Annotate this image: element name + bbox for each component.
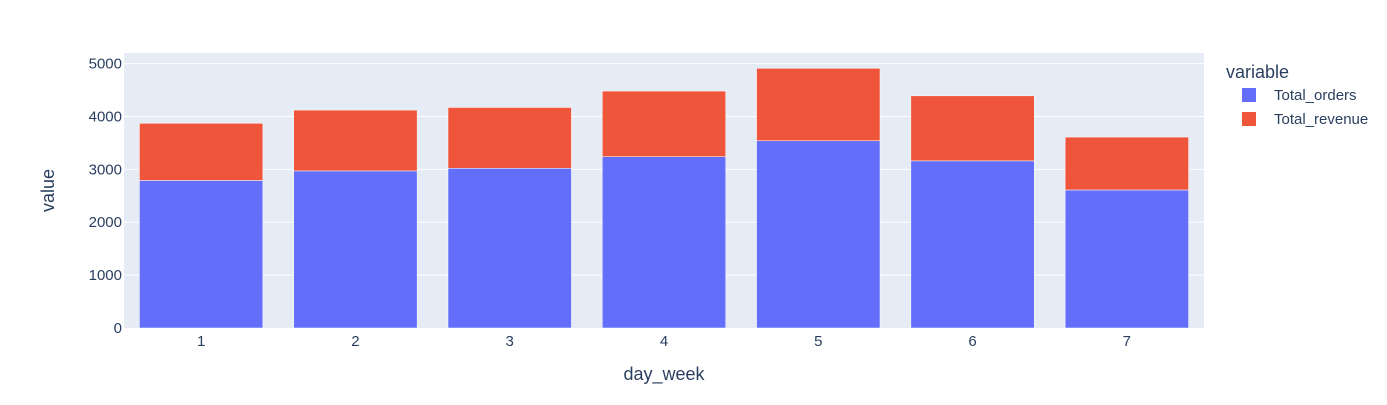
bar-total-orders (1064, 189, 1189, 329)
x-tick-label: 1 (197, 333, 205, 350)
y-tick-label: 5000 (89, 56, 122, 73)
x-tick-label: 7 (1123, 333, 1131, 350)
legend-swatch[interactable] (1242, 88, 1256, 102)
x-tick-label: 3 (506, 333, 514, 350)
bar-total-revenue (139, 123, 264, 181)
y-axis-ticks: 0 1000 2000 3000 4000 5000 (89, 56, 122, 337)
bar-total-revenue (447, 107, 572, 169)
y-tick-label: 3000 (89, 161, 122, 178)
x-axis-title: day_week (623, 364, 705, 385)
bar-total-revenue (602, 90, 726, 157)
y-tick-label: 0 (114, 320, 122, 337)
bar-total-orders (293, 170, 418, 329)
bars (139, 68, 1189, 329)
legend-title: variable (1226, 62, 1289, 82)
x-tick-label: 5 (814, 333, 822, 350)
bar-total-orders (139, 180, 264, 329)
legend: variable Total_orders Total_revenue (1226, 62, 1368, 128)
legend-label[interactable]: Total_orders (1274, 87, 1357, 104)
bar-total-orders (447, 168, 572, 329)
x-tick-label: 4 (660, 333, 668, 350)
bar-total-orders (602, 156, 726, 329)
y-tick-label: 2000 (89, 214, 122, 231)
x-axis-ticks: 1 2 3 4 5 6 7 (197, 333, 1131, 350)
bar-total-orders (910, 160, 1035, 329)
legend-swatch[interactable] (1242, 112, 1256, 126)
bar-total-revenue (910, 95, 1035, 162)
y-tick-label: 4000 (89, 108, 122, 125)
legend-items: Total_orders Total_revenue (1242, 87, 1368, 128)
y-tick-label: 1000 (89, 267, 122, 284)
legend-label[interactable]: Total_revenue (1274, 111, 1368, 128)
x-tick-label: 2 (351, 333, 359, 350)
y-axis-title: value (38, 169, 58, 212)
bar-total-orders (756, 140, 881, 329)
bar-total-revenue (1064, 136, 1189, 191)
bar-total-revenue (293, 109, 418, 172)
x-tick-label: 6 (968, 333, 976, 350)
bar-total-revenue (756, 68, 881, 142)
